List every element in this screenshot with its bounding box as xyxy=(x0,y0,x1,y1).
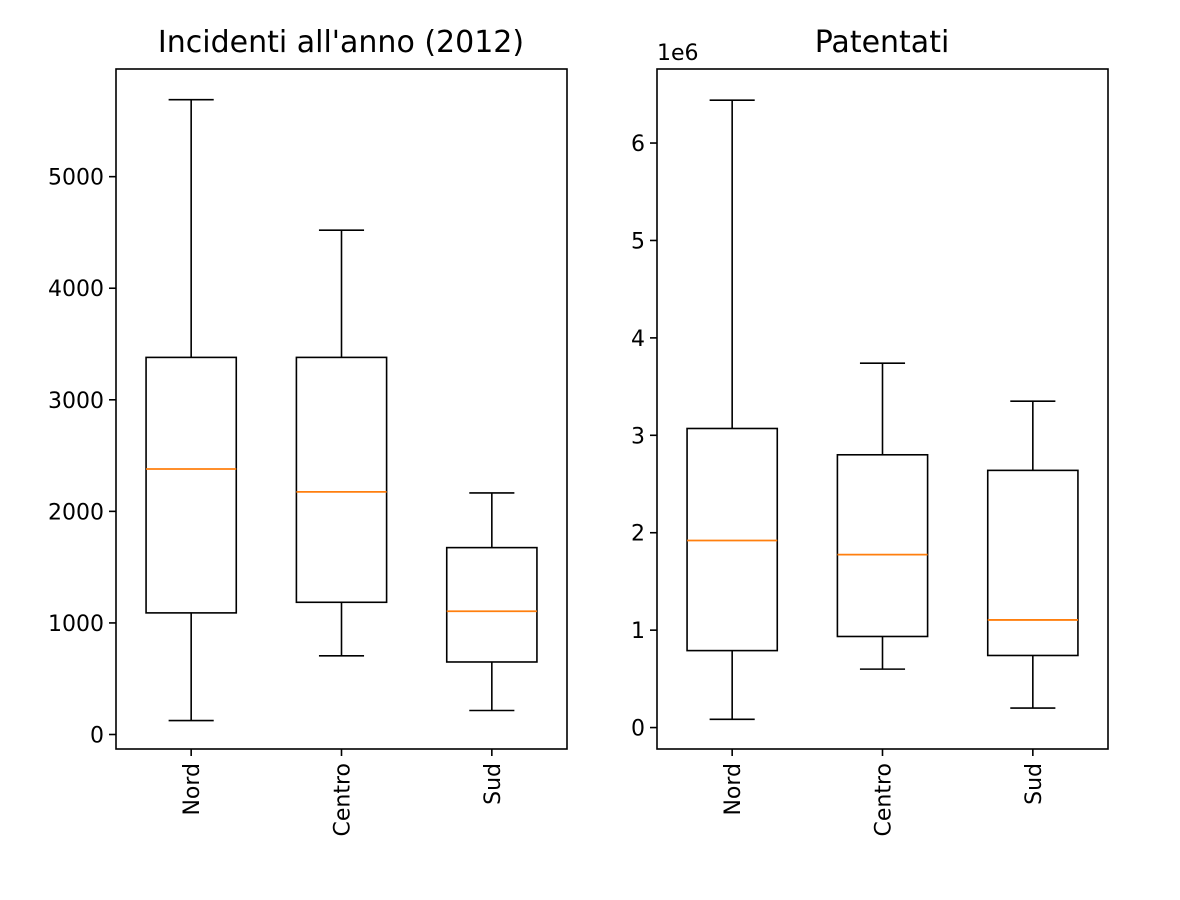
y-tick-label: 0 xyxy=(90,723,104,748)
y-tick-label: 5 xyxy=(631,229,645,254)
incidenti-chart-title: Incidenti all'anno (2012) xyxy=(158,25,524,60)
patentati-chart-title: Patentati xyxy=(815,25,950,60)
y-tick-label: 5000 xyxy=(48,166,104,191)
y-tick-label: 1 xyxy=(631,619,645,644)
y-tick-label: 2000 xyxy=(48,500,104,525)
x-tick-label: Centro xyxy=(331,763,356,837)
y-tick-label: 0 xyxy=(631,717,645,742)
y-tick-label: 4 xyxy=(631,327,645,352)
x-tick-label: Centro xyxy=(872,763,897,837)
y-tick-label: 4000 xyxy=(48,277,104,302)
x-tick-label: Sud xyxy=(481,763,506,805)
y-tick-label: 3 xyxy=(631,424,645,449)
patentati-y-offset-label: 1e6 xyxy=(657,41,699,66)
y-tick-label: 2 xyxy=(631,522,645,547)
x-tick-label: Nord xyxy=(180,763,205,816)
y-tick-label: 3000 xyxy=(48,389,104,414)
y-tick-label: 1000 xyxy=(48,612,104,637)
x-tick-label: Sud xyxy=(1022,763,1047,805)
x-tick-label: Nord xyxy=(721,763,746,816)
y-tick-label: 6 xyxy=(631,132,645,157)
